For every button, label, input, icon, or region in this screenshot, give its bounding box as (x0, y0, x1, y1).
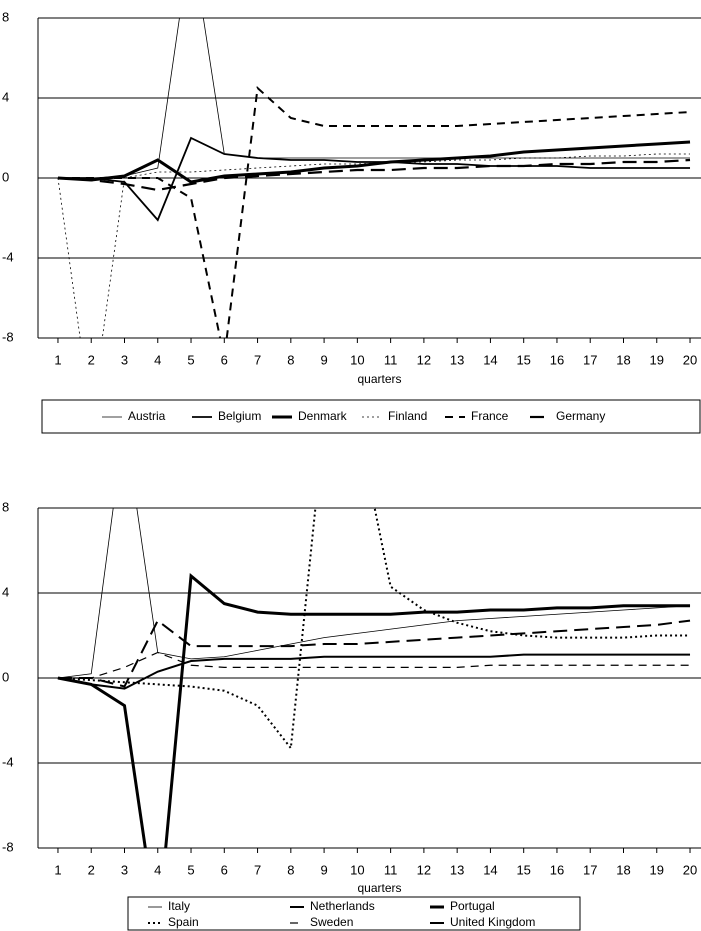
x-tick-label: 16 (550, 352, 564, 367)
y-tick-label: 4 (2, 584, 9, 599)
x-tick-label: 2 (88, 862, 95, 877)
x-tick-label: 11 (384, 862, 398, 877)
series-line (57, 508, 691, 751)
x-tick-label: 7 (254, 862, 261, 877)
x-tick-label: 17 (583, 862, 597, 877)
x-tick-label: 1 (54, 862, 61, 877)
legend-label: Sweden (310, 915, 353, 929)
x-tick-label: 11 (384, 352, 398, 367)
series-line (57, 653, 691, 690)
x-tick-label: 5 (187, 352, 194, 367)
x-tick-label: 4 (154, 352, 161, 367)
legend-label: France (471, 409, 509, 423)
legend-label: Germany (556, 409, 605, 423)
x-tick-label: 6 (221, 862, 228, 877)
legend-label: Belgium (218, 409, 261, 423)
x-tick-label: 13 (450, 862, 464, 877)
x-tick-label: 18 (616, 862, 630, 877)
y-tick-label: 0 (2, 669, 9, 684)
x-tick-label: 15 (516, 862, 530, 877)
x-tick-label: 2 (88, 352, 95, 367)
series-line (57, 85, 691, 338)
x-tick-label: 10 (350, 352, 364, 367)
x-tick-label: 17 (583, 352, 597, 367)
x-tick-label: 13 (450, 352, 464, 367)
legend-label: Austria (128, 409, 166, 423)
legend-box (41, 399, 701, 434)
legend-label: Italy (168, 899, 190, 913)
legend-label: Netherlands (310, 899, 375, 913)
series-line (57, 158, 691, 192)
x-tick-label: 14 (483, 862, 497, 877)
series-line (57, 140, 691, 184)
x-tick-label: 20 (683, 352, 697, 367)
x-tick-label: 18 (616, 352, 630, 367)
x-tick-label: 9 (320, 352, 327, 367)
y-tick-label: -8 (2, 839, 14, 854)
y-tick-label: 8 (2, 499, 9, 514)
x-tick-label: 15 (516, 352, 530, 367)
legend-box (127, 896, 581, 931)
x-tick-label: 6 (221, 352, 228, 367)
y-tick-label: 8 (2, 9, 9, 24)
y-tick-label: -4 (2, 754, 14, 769)
series-line (57, 153, 691, 338)
series-line (57, 651, 691, 679)
x-tick-label: 9 (320, 862, 327, 877)
y-tick-label: 0 (2, 169, 9, 184)
x-tick-label: 7 (254, 352, 261, 367)
legend-label: Spain (168, 915, 199, 929)
legend-label: Portugal (450, 899, 495, 913)
legend-label: Denmark (298, 409, 348, 423)
x-tick-label: 8 (287, 862, 294, 877)
x-tick-label: 3 (121, 352, 128, 367)
x-tick-label: 1 (54, 352, 61, 367)
x-axis-label: quarters (357, 372, 401, 386)
x-tick-label: 12 (417, 862, 431, 877)
x-tick-label: 8 (287, 352, 294, 367)
legend-label: United Kingdom (450, 915, 535, 929)
x-tick-label: 12 (417, 352, 431, 367)
series-line (57, 573, 691, 848)
series-line (57, 136, 691, 222)
series-line (57, 18, 691, 179)
x-tick-label: 5 (187, 862, 194, 877)
x-tick-label: 19 (650, 862, 664, 877)
legend-label: Finland (388, 409, 427, 423)
x-tick-label: 19 (650, 352, 664, 367)
y-tick-label: -8 (2, 329, 14, 344)
x-tick-label: 3 (121, 862, 128, 877)
x-tick-label: 4 (154, 862, 161, 877)
x-axis-label: quarters (357, 881, 401, 895)
series-line (57, 619, 691, 688)
x-tick-label: 16 (550, 862, 564, 877)
y-tick-label: -4 (2, 249, 14, 264)
x-tick-label: 20 (683, 862, 697, 877)
series-line (57, 508, 691, 679)
y-tick-label: 4 (2, 89, 9, 104)
x-tick-label: 14 (483, 352, 497, 367)
x-tick-label: 10 (350, 862, 364, 877)
